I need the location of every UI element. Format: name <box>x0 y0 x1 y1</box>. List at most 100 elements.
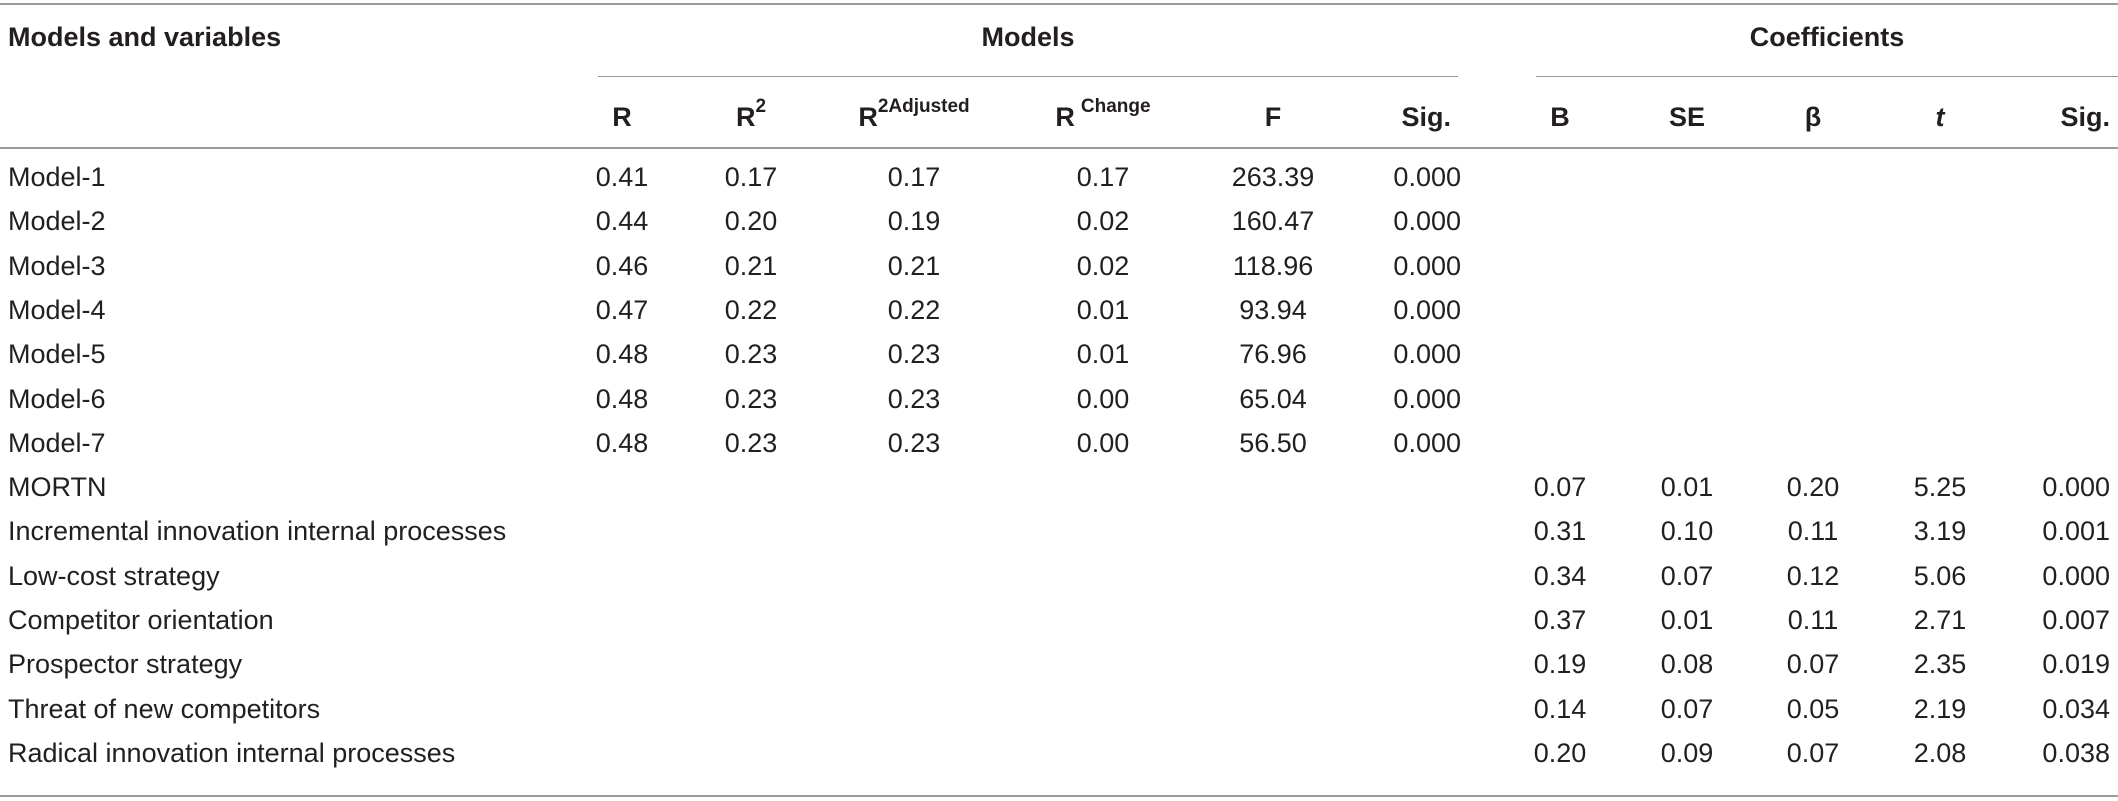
cell-t: 5.06 <box>1913 560 1967 591</box>
cell-b: 0.34 <box>1533 560 1587 591</box>
cell-sig: 0.000 <box>1393 339 1461 370</box>
cell-f: 65.04 <box>1239 383 1307 414</box>
cell-rchange: 0.02 <box>1076 250 1130 281</box>
header-r2adj-sup: 2Adjusted <box>877 96 970 117</box>
cell-t: 2.35 <box>1913 649 1967 680</box>
cell-f: 76.96 <box>1239 339 1307 370</box>
cell-f: 160.47 <box>1231 206 1315 237</box>
header-r: R <box>612 102 632 132</box>
cell-f: 263.39 <box>1231 162 1315 192</box>
cell-se: 0.07 <box>1660 560 1714 591</box>
cell-r: 0.47 <box>595 294 649 325</box>
cell-beta: 0.20 <box>1786 472 1840 503</box>
row-label: Model-2 <box>8 206 106 237</box>
cell-f: 56.50 <box>1239 427 1307 458</box>
cell-sig: 0.000 <box>1393 427 1461 458</box>
cell-beta: 0.07 <box>1786 737 1840 768</box>
header-group-coefficients: Coefficients <box>1749 22 1905 52</box>
row-label: Prospector strategy <box>8 649 243 680</box>
cell-sig: 0.000 <box>1393 383 1461 414</box>
header-b: B <box>1550 102 1570 132</box>
coefficients-group-rule <box>1536 76 2118 77</box>
cell-rchange: 0.00 <box>1076 383 1130 414</box>
header-r2: R2 <box>691 97 811 134</box>
cell-r2: 0.22 <box>724 294 778 325</box>
cell-r: 0.46 <box>595 250 649 281</box>
cell-r2adj: 0.21 <box>887 250 941 281</box>
row-label: Model-4 <box>8 294 106 325</box>
cell-b: 0.37 <box>1533 605 1587 635</box>
row-label: Competitor orientation <box>8 605 274 635</box>
row-label: Radical innovation internal processes <box>8 737 456 768</box>
header-r2-adjusted: R2Adjusted <box>814 97 1014 134</box>
cell-b: 0.31 <box>1533 516 1587 547</box>
cell-rchange: 0.01 <box>1076 294 1130 325</box>
cell-b: 0.20 <box>1533 737 1587 768</box>
cell-r: 0.48 <box>595 383 649 414</box>
cell-sig: 0.038 <box>2042 737 2110 768</box>
cell-r2: 0.23 <box>724 427 778 458</box>
header-beta: β <box>1804 102 1822 132</box>
cell-rchange: 0.02 <box>1076 206 1130 237</box>
header-r2-base: R <box>735 102 756 132</box>
cell-t: 2.19 <box>1913 693 1967 724</box>
cell-b: 0.07 <box>1533 472 1587 503</box>
table-top-rule <box>0 3 2118 5</box>
cell-r: 0.44 <box>595 206 649 237</box>
row-label: Low-cost strategy <box>8 560 220 591</box>
cell-t: 5.25 <box>1913 472 1967 503</box>
cell-t: 3.19 <box>1913 516 1967 547</box>
cell-r2adj: 0.19 <box>887 206 941 237</box>
row-label: Threat of new competitors <box>8 693 321 724</box>
cell-rchange: 0.00 <box>1076 427 1130 458</box>
cell-r2adj: 0.17 <box>887 162 941 192</box>
header-rchange-sup: Change <box>1080 96 1151 117</box>
cell-se: 0.07 <box>1660 693 1714 724</box>
row-label: Model-6 <box>8 383 106 414</box>
row-label: Model-3 <box>8 250 106 281</box>
cell-sig: 0.000 <box>1393 206 1461 237</box>
cell-r2: 0.17 <box>724 162 778 192</box>
row-label: MORTN <box>8 472 107 503</box>
header-r2adj-base: R <box>858 102 878 132</box>
header-f: F <box>1264 102 1282 132</box>
cell-f: 93.94 <box>1239 294 1307 325</box>
header-sig-models: Sig. <box>1401 102 1451 132</box>
cell-se: 0.10 <box>1660 516 1714 547</box>
header-group-models: Models <box>981 22 1075 52</box>
header-t: t <box>1935 102 1945 132</box>
models-group-rule <box>598 76 1458 77</box>
row-label: Incremental innovation internal processe… <box>8 516 507 547</box>
cell-b: 0.19 <box>1533 649 1587 680</box>
cell-se: 0.01 <box>1660 605 1714 635</box>
cell-r: 0.41 <box>595 162 649 192</box>
row-label: Model-5 <box>8 339 106 370</box>
cell-sig: 0.019 <box>2042 649 2110 680</box>
cell-sig: 0.007 <box>2042 605 2110 635</box>
cell-sig: 0.000 <box>1393 294 1461 325</box>
cell-beta: 0.05 <box>1786 693 1840 724</box>
cell-r: 0.48 <box>595 427 649 458</box>
cell-r2adj: 0.22 <box>887 294 941 325</box>
cell-sig: 0.000 <box>2042 472 2110 503</box>
cell-rchange: 0.01 <box>1076 339 1130 370</box>
cell-sig: 0.000 <box>2042 560 2110 591</box>
header-se: SE <box>1668 102 1706 132</box>
cell-sig: 0.034 <box>2042 693 2110 724</box>
cell-b: 0.14 <box>1533 693 1587 724</box>
cell-rchange: 0.17 <box>1076 162 1130 192</box>
cell-se: 0.08 <box>1660 649 1714 680</box>
cell-beta: 0.11 <box>1787 605 1839 635</box>
cell-beta: 0.11 <box>1787 516 1839 547</box>
header-rchange-base: R <box>1055 102 1075 132</box>
header-row-label: Models and variables <box>8 22 282 52</box>
row-label: Model-1 <box>8 162 106 192</box>
cell-r2: 0.23 <box>724 339 778 370</box>
cell-f: 118.96 <box>1232 250 1314 281</box>
cell-beta: 0.12 <box>1786 560 1840 591</box>
cell-sig: 0.001 <box>2042 516 2110 547</box>
cell-r2: 0.20 <box>724 206 778 237</box>
cell-se: 0.01 <box>1660 472 1714 503</box>
table-bottom-rule <box>0 795 2118 797</box>
cell-t: 2.71 <box>1913 605 1967 635</box>
